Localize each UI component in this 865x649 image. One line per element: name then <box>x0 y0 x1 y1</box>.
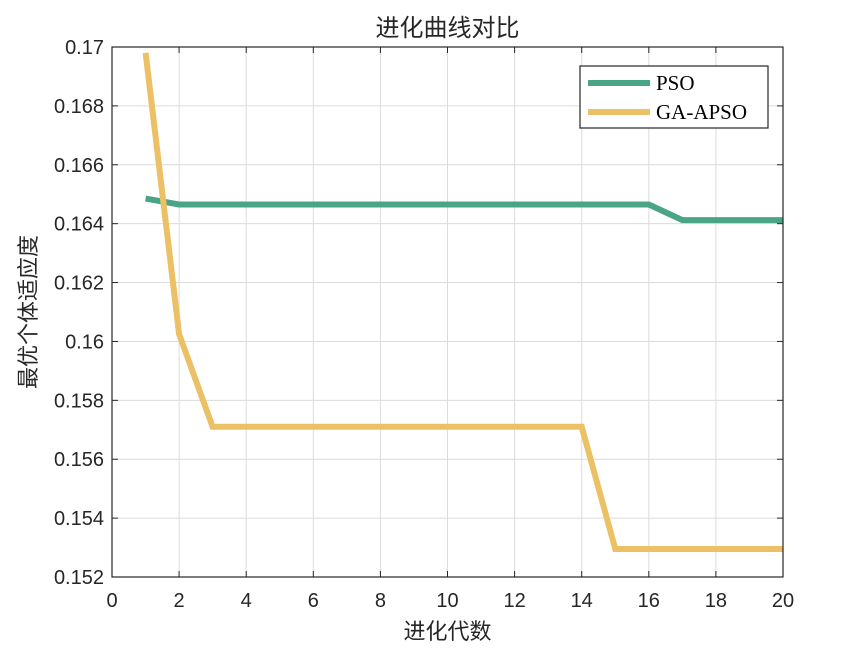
chart-title: 进化曲线对比 <box>376 14 520 42</box>
legend: PSO GA-APSO <box>579 65 769 129</box>
x-tick-label: 6 <box>308 590 319 612</box>
series-line-ga-apso <box>142 52 783 552</box>
legend-label-pso: PSO <box>656 71 695 95</box>
y-tick-label: 0.158 <box>54 390 104 412</box>
y-axis-label: 最优个体适应度 <box>17 235 42 389</box>
y-tick-label: 0.152 <box>54 567 104 589</box>
y-tick-label: 0.17 <box>65 37 104 59</box>
x-tick-label: 12 <box>503 590 525 612</box>
y-tick-label: 0.164 <box>54 214 104 236</box>
tick-layer: 0 2 4 6 8 10 12 14 16 18 20 0.152 0.154 0.156 0.158 0.1… <box>54 37 794 612</box>
x-tick-label: 20 <box>772 590 794 612</box>
x-tick-label: 2 <box>174 590 185 612</box>
y-tick-label: 0.156 <box>54 449 104 471</box>
x-tick-label: 16 <box>638 590 660 612</box>
y-tick-label: 0.154 <box>54 508 104 530</box>
legend-box <box>579 65 769 129</box>
legend-label-ga-apso: GA-APSO <box>656 100 747 124</box>
series-layer <box>142 52 783 552</box>
y-tick-label: 0.168 <box>54 96 104 118</box>
x-axis-label: 进化代数 <box>403 620 491 645</box>
x-tick-label: 8 <box>375 590 386 612</box>
x-tick-label: 18 <box>705 590 727 612</box>
series-line-pso <box>145 195 783 224</box>
x-tick-label: 0 <box>106 590 117 612</box>
y-tick-label: 0.16 <box>65 331 104 353</box>
x-tick-label: 4 <box>241 590 252 612</box>
y-tick-label: 0.162 <box>54 273 104 295</box>
grid <box>112 47 783 577</box>
x-tick-label: 14 <box>571 590 593 612</box>
x-tick-label: 10 <box>436 590 458 612</box>
y-tick-label: 0.166 <box>54 155 104 177</box>
